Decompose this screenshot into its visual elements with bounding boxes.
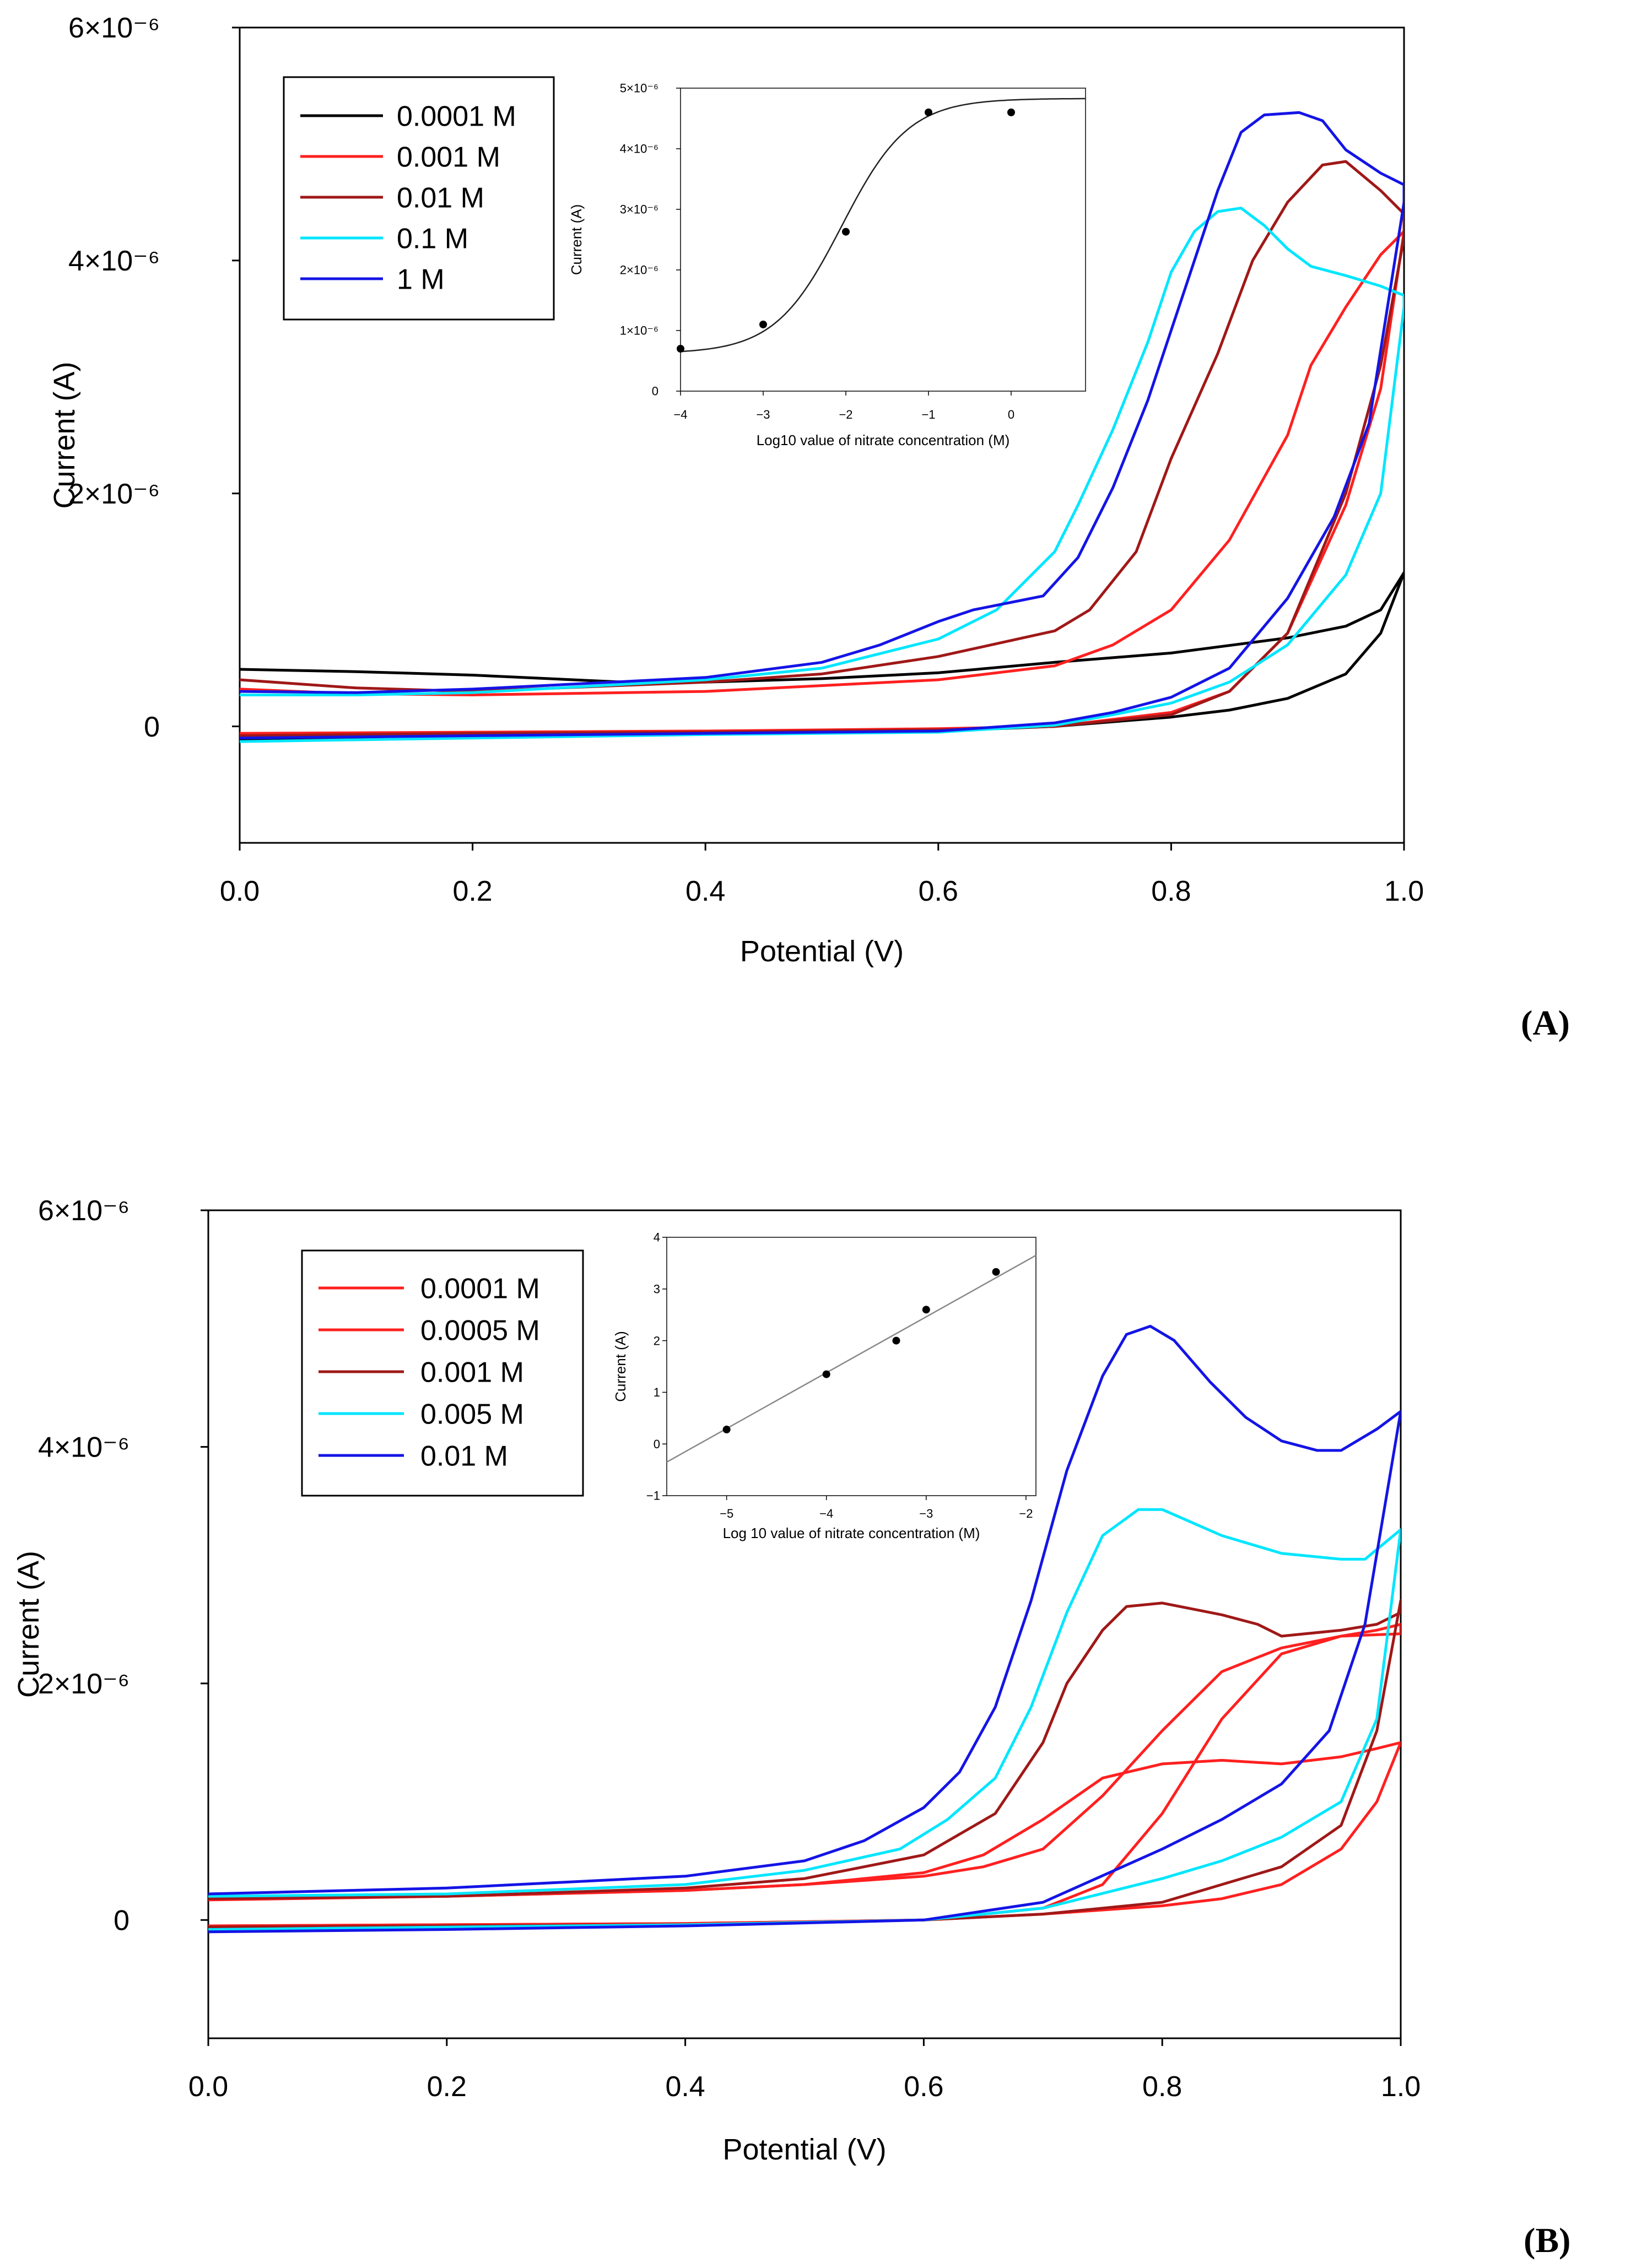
B-main-chart: 0.0 0.2 0.4 0.6 0.8 1.0 0 2×10⁻⁶ 4×10⁻⁶ 6×10⁻⁶ Pot… <box>12 1195 1421 2166</box>
A-inset-ytick-label: 2×10⁻⁶ <box>620 263 658 277</box>
A-inset-data-point-4 <box>1007 109 1015 116</box>
B-inset-data-point-2 <box>892 1336 900 1345</box>
B-inset-ytick-label: 3 <box>654 1282 660 1296</box>
B-main-ytick-label: 6×10⁻⁶ <box>38 1195 129 1227</box>
A-main-ytick-label: 6×10⁻⁶ <box>68 12 160 44</box>
A-inset-y-axis-label: Current (A) <box>568 204 585 275</box>
B-main-ytick-label: 4×10⁻⁶ <box>38 1432 129 1464</box>
B-main-xtick-label: 0.4 <box>665 2071 705 2103</box>
B-inset-chart: −5 −4 −3 −2 −1 0 1 2 3 4 Log 10 value of nitrate c… <box>612 1231 1036 1541</box>
A-inset-ytick-label: 3×10⁻⁶ <box>620 203 658 216</box>
A-inset-x-axis-label: Log10 value of nitrate concentration (M) <box>757 432 1010 448</box>
A-inset-ytick-label: 1×10⁻⁶ <box>620 324 658 338</box>
A-main-xtick-label: 1.0 <box>1384 875 1424 907</box>
B-inset-y-axis-label: Current (A) <box>612 1331 629 1402</box>
B-inset-data-point-4 <box>992 1268 1000 1276</box>
A-main-xtick-label: 0.0 <box>220 875 260 907</box>
B-main-legend-label-0: 0.0001 M <box>420 1273 540 1305</box>
A-inset-ytick-label: 0 <box>652 385 658 398</box>
B-inset-data-point-0 <box>722 1425 731 1433</box>
B-inset-ytick-label: 1 <box>654 1385 660 1399</box>
B-inset-x-axis-label: Log 10 value of nitrate concentration (M… <box>723 1525 980 1541</box>
B-inset-ytick-label: 4 <box>654 1231 660 1244</box>
B-main-legend: 0.0001 M 0.0005 M 0.001 M 0.005 M 0.01 M <box>301 1249 584 1497</box>
B-main-legend-label-2: 0.001 M <box>420 1357 524 1389</box>
B-main-series-2-line <box>208 1599 1401 1929</box>
A-inset-data-point-0 <box>677 345 684 353</box>
A-main-series-group <box>240 111 1404 743</box>
B-inset-xtick-label: −3 <box>919 1507 933 1520</box>
B-inset-ytick-label: 0 <box>654 1437 660 1451</box>
A-main-y-axis-label: Current (A) <box>48 361 81 508</box>
B-main-xtick-label: 1.0 <box>1381 2071 1421 2103</box>
A-inset-xtick-label: −3 <box>756 408 770 421</box>
B-main-ytick-label: 0 <box>114 1904 129 1936</box>
A-main-legend-label-0: 0.0001 M <box>397 101 516 133</box>
B-main-series-group <box>208 1324 1401 1934</box>
A-main-x-axis-label: Potential (V) <box>740 935 904 968</box>
panel-b-label: (B) <box>1524 2221 1571 2260</box>
B-main-series-4-line <box>208 1324 1401 1934</box>
A-main-legend-label-1: 0.001 M <box>397 142 500 174</box>
B-inset-xtick-label: −4 <box>819 1507 833 1520</box>
A-main-ytick-label: 0 <box>144 711 160 743</box>
A-inset-xtick-label: −2 <box>839 408 852 421</box>
B-inset-data-point-1 <box>822 1370 830 1378</box>
B-main-legend-label-3: 0.005 M <box>420 1399 524 1431</box>
A-main-legend-label-4: 1 M <box>397 264 445 296</box>
A-main-xtick-label: 0.2 <box>452 875 492 907</box>
A-main-xtick-label: 0.6 <box>919 875 958 907</box>
A-inset-fit-curve <box>680 98 1086 353</box>
B-inset-data-point-3 <box>922 1306 930 1314</box>
B-main-y-axis-label: Current (A) <box>12 1551 45 1698</box>
panel-a-label: (A) <box>1521 1003 1570 1042</box>
A-main-xtick-label: 0.4 <box>685 875 725 907</box>
A-inset-plot-frame <box>680 88 1086 392</box>
B-main-x-axis-label: Potential (V) <box>722 2133 886 2166</box>
A-main-chart: 0.0 0.2 0.4 0.6 0.8 1.0 0 2×10⁻⁶ 4×10⁻⁶ 6×10⁻⁶ Pot… <box>48 12 1424 968</box>
B-inset-xtick-label: −2 <box>1019 1507 1033 1520</box>
B-main-xtick-label: 0.0 <box>188 2071 228 2103</box>
A-inset-xtick-label: −4 <box>673 408 687 421</box>
B-main-series-3-line <box>208 1508 1401 1931</box>
B-main-xtick-label: 0.8 <box>1142 2071 1182 2103</box>
B-inset-ytick-label: 2 <box>654 1334 660 1347</box>
A-main-legend-label-3: 0.1 M <box>397 223 468 255</box>
B-inset-ytick-label: −1 <box>646 1489 660 1503</box>
A-inset-data-point-3 <box>925 109 932 116</box>
B-main-legend-label-4: 0.01 M <box>420 1441 508 1473</box>
A-main-series-3-line <box>240 207 1404 743</box>
B-main-series-1-line <box>208 1623 1401 1928</box>
B-main-xtick-label: 0.2 <box>427 2071 467 2103</box>
A-main-ytick-label: 2×10⁻⁶ <box>68 478 160 510</box>
B-inset-plot-frame <box>666 1237 1036 1496</box>
A-main-plot-frame <box>239 26 1405 844</box>
A-main-series-4-line <box>240 111 1404 740</box>
A-inset-ytick-label: 5×10⁻⁶ <box>620 82 658 95</box>
A-main-legend: 0.0001 M 0.001 M 0.01 M 0.1 M 1 M <box>283 76 555 321</box>
B-main-ytick-label: 2×10⁻⁶ <box>38 1668 129 1700</box>
A-inset-xtick-label: −1 <box>921 408 935 421</box>
A-main-xtick-label: 0.8 <box>1151 875 1191 907</box>
A-inset-ytick-label: 4×10⁻⁶ <box>620 142 658 156</box>
A-main-series-0-line <box>240 571 1404 742</box>
A-main-series-2-line <box>240 160 1404 737</box>
A-inset-data-point-1 <box>759 321 767 328</box>
A-main-ytick-label: 4×10⁻⁶ <box>68 245 160 277</box>
B-main-xtick-label: 0.6 <box>904 2071 943 2103</box>
B-main-legend-label-1: 0.0005 M <box>420 1315 540 1347</box>
A-inset-chart: −4 −3 −2 −1 0 0 1×10⁻⁶ 2×10⁻⁶ 3×10⁻⁶ 4×10⁻⁶ 5×10⁻⁶… <box>568 82 1086 448</box>
A-main-legend-label-2: 0.01 M <box>397 182 484 214</box>
A-inset-data-point-2 <box>842 228 850 236</box>
B-inset-xtick-label: −5 <box>720 1507 733 1520</box>
A-inset-xtick-label: 0 <box>1008 408 1014 421</box>
